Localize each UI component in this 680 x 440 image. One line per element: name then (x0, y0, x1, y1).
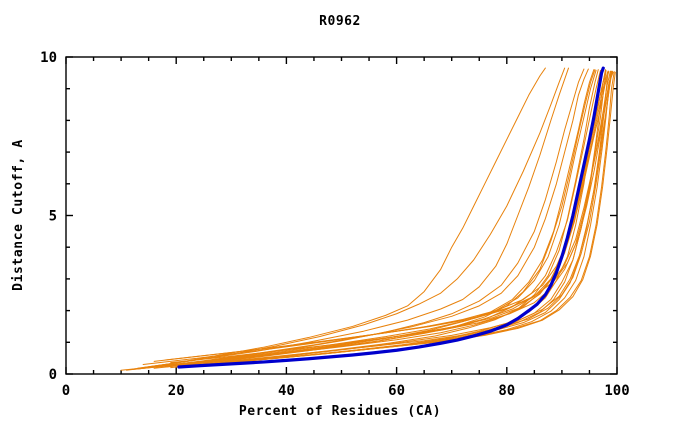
prediction-curve (137, 67, 566, 369)
axis-tick-labels: 0 20 40 60 80 100 0 5 10 (40, 50, 630, 399)
reference-curve (177, 66, 605, 369)
chart-title: R0962 (319, 14, 361, 29)
y-axis-label: Distance Cutoff, A (11, 139, 26, 291)
x-axis-label: Percent of Residues (CA) (239, 404, 441, 419)
prediction-curve (164, 71, 614, 361)
y-tick-label: 0 (49, 367, 57, 383)
x-tick-label: 100 (604, 383, 629, 399)
data-curves (120, 66, 616, 371)
x-tick-label: 40 (278, 383, 295, 399)
x-tick-label: 0 (62, 383, 70, 399)
prediction-curve (148, 68, 589, 369)
x-tick-label: 60 (388, 383, 405, 399)
prediction-curve (120, 69, 597, 371)
x-tick-label: 20 (168, 383, 185, 399)
x-tick-label: 80 (498, 383, 515, 399)
prediction-curve (137, 71, 609, 370)
prediction-curve (142, 71, 610, 365)
plot-frame (65, 56, 618, 375)
prediction-curve (131, 67, 546, 370)
prediction-curve (219, 71, 616, 364)
axis-ticks (65, 56, 618, 375)
y-tick-label: 10 (40, 50, 57, 66)
y-tick-label: 5 (49, 209, 57, 225)
prediction-curve (181, 71, 613, 367)
